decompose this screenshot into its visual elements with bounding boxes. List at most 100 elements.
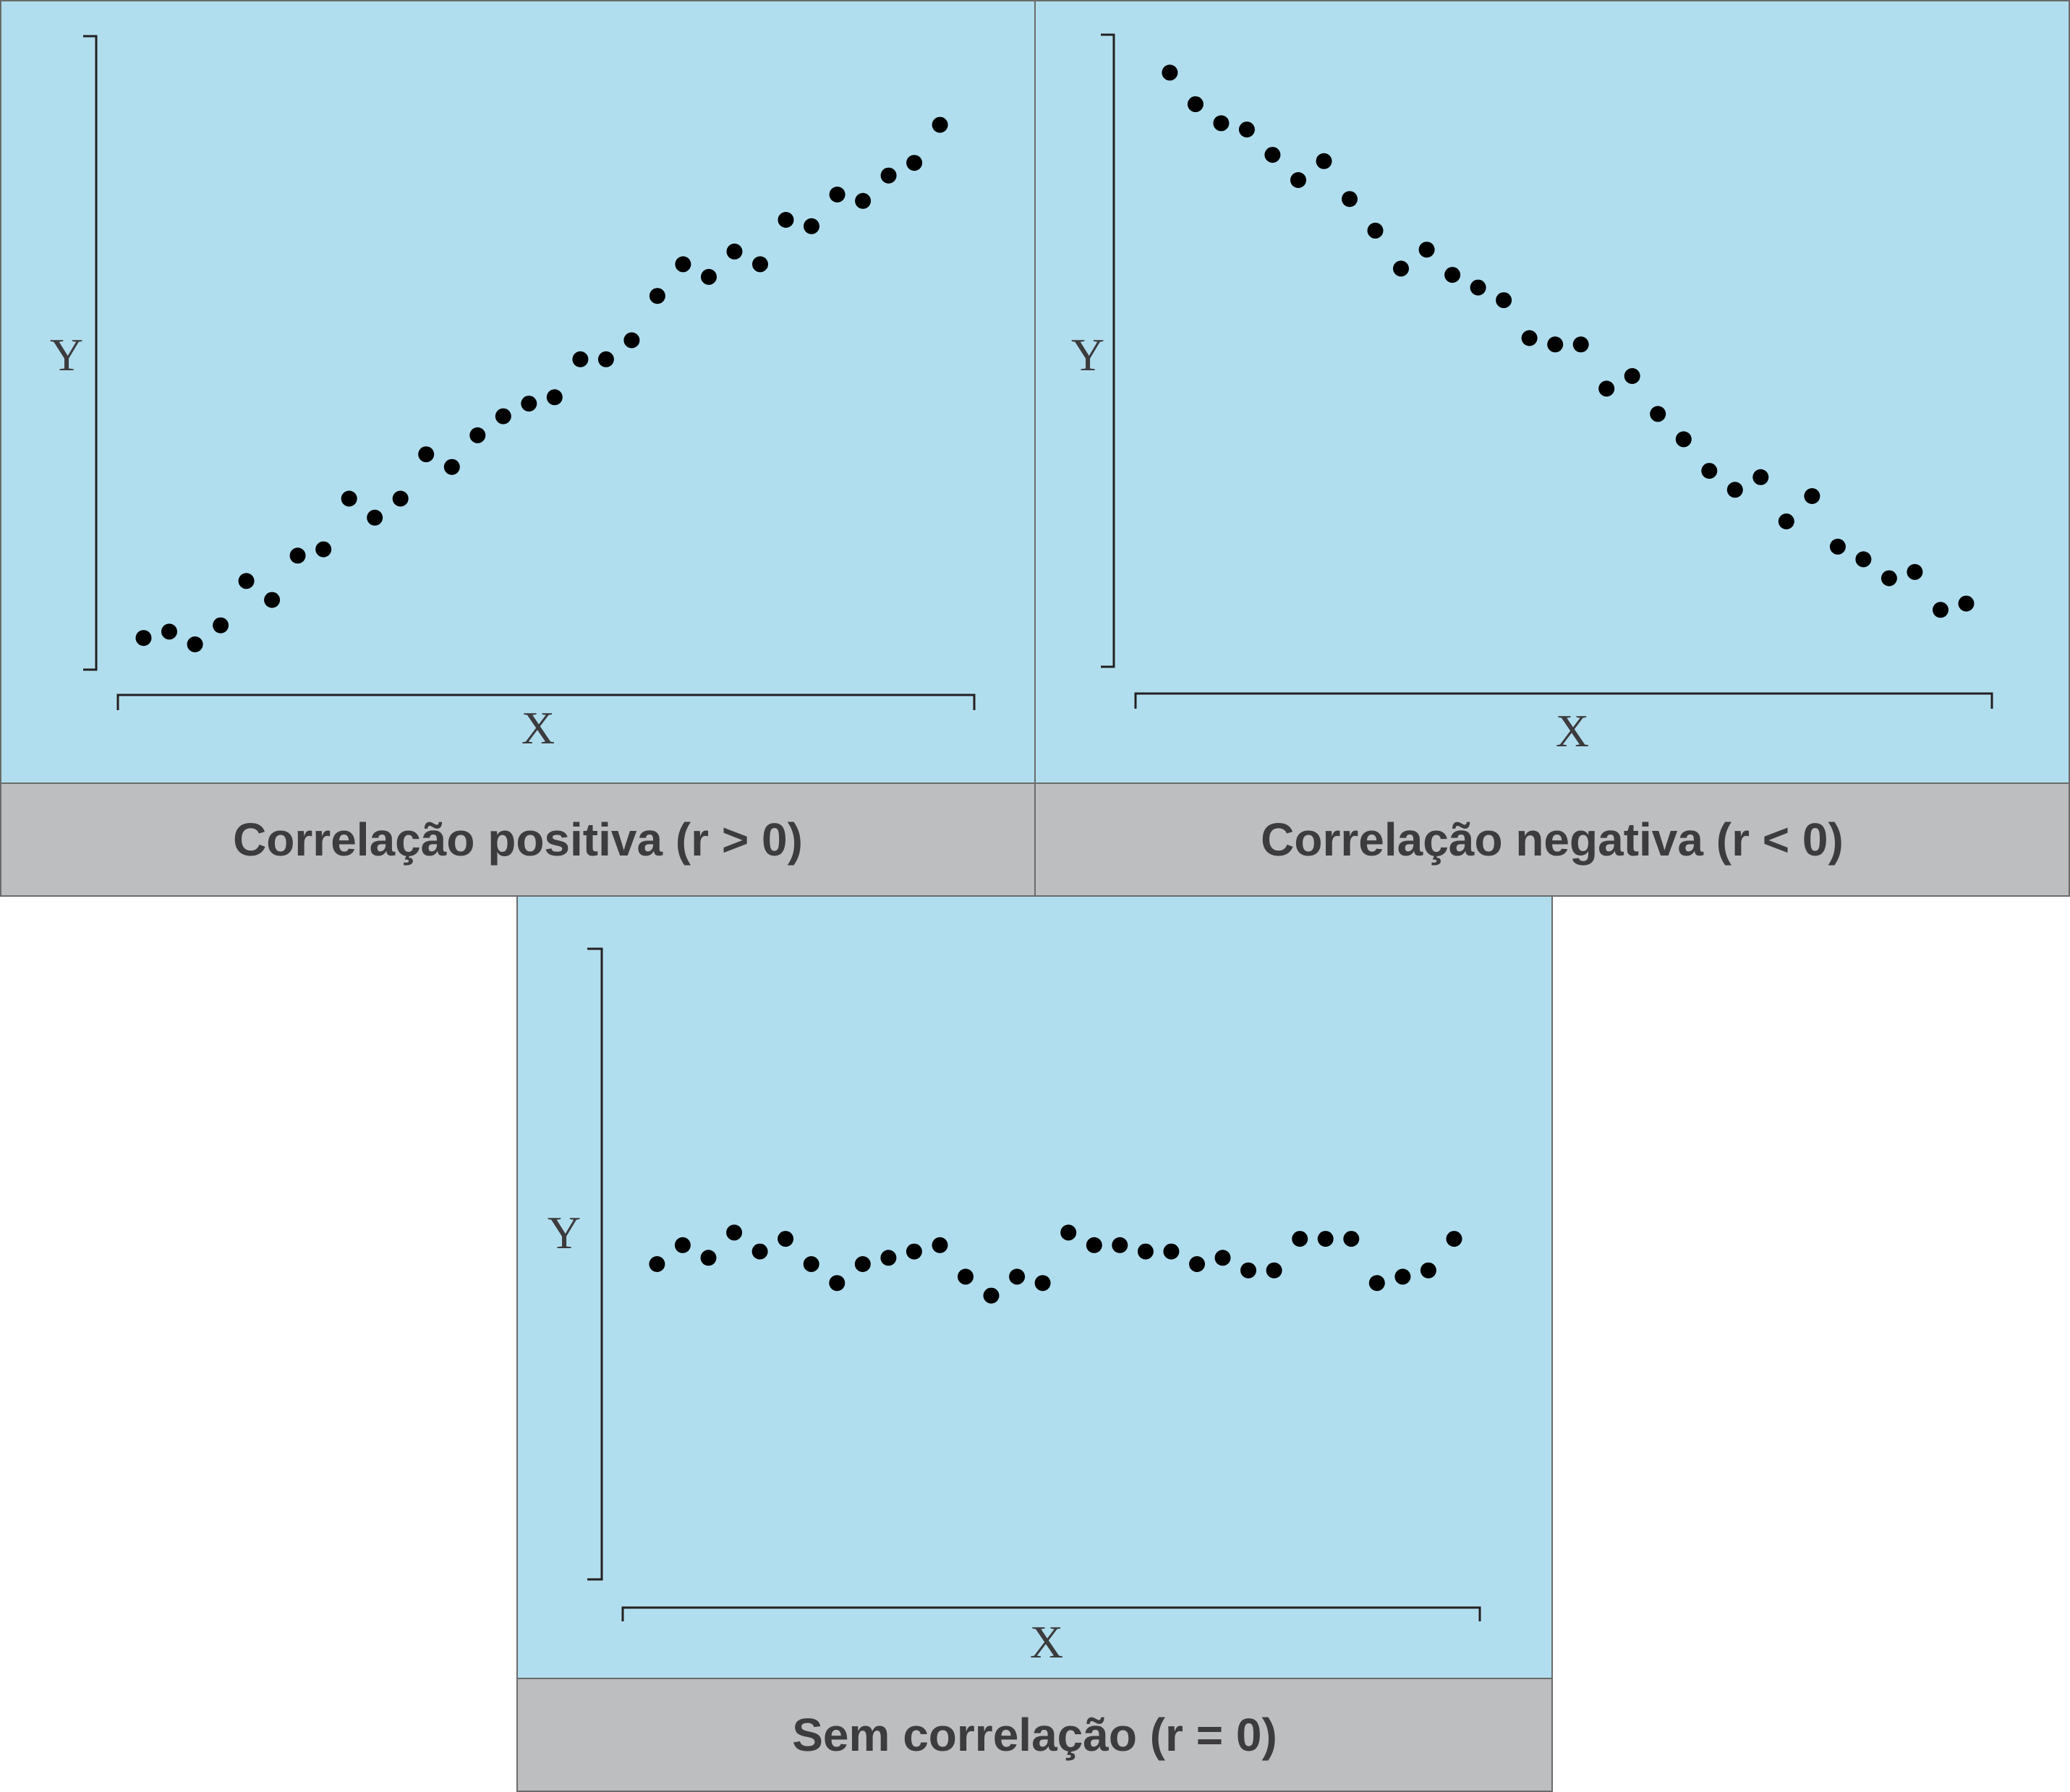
scatter-point [1316, 153, 1332, 169]
plot-area-none: Y X [516, 895, 1553, 1681]
scatter-point [289, 547, 306, 564]
y-axis-bracket [83, 35, 98, 671]
scatter-point [495, 408, 511, 424]
scatter-point [1213, 115, 1230, 132]
scatter-point [1470, 279, 1486, 296]
scatter-point [623, 332, 640, 349]
scatter-point [1266, 1262, 1282, 1279]
scatter-point [1446, 1231, 1462, 1247]
x-axis-label: X [1030, 1616, 1063, 1668]
point-group [1162, 64, 1975, 618]
scatter-point [1598, 380, 1615, 397]
chart-caption-negative: Correlação negativa (r < 0) [1034, 782, 2070, 897]
scatter-point [1572, 336, 1589, 353]
scatter-point [829, 1275, 846, 1292]
scatter-point [674, 1237, 691, 1253]
scatter-point [1137, 1243, 1154, 1260]
scatter-point [932, 116, 948, 133]
scatter-point [1034, 1275, 1051, 1292]
scatter-point [880, 1250, 897, 1266]
scatter-point [803, 1256, 819, 1272]
scatter-point [1214, 1250, 1231, 1266]
plot-area-negative: Y X [1034, 0, 2070, 784]
x-axis-label: X [521, 702, 555, 754]
scatter-point [1343, 1231, 1360, 1247]
scatter-point [161, 623, 177, 640]
scatter-point [855, 192, 872, 209]
scatter-point [649, 1256, 665, 1272]
chart-panel-positive: Y X Correlação positiva (r > 0) [0, 0, 1036, 897]
scatter-point [778, 212, 794, 228]
scatter-point [906, 1243, 922, 1260]
x-axis-bracket [621, 1606, 1481, 1621]
scatter-point [752, 256, 768, 273]
scatter-point [1187, 96, 1204, 113]
scatter-point [1009, 1268, 1026, 1285]
scatter-point [1933, 602, 1948, 618]
scatter-point [958, 1268, 974, 1285]
scatter-point [418, 446, 435, 463]
chart-panel-negative: Y X Correlação negativa (r < 0) [1034, 0, 2070, 897]
scatter-point [1420, 1262, 1436, 1279]
scatter-point [1238, 121, 1255, 138]
scatter-point [700, 1250, 717, 1266]
scatter-plot-none: Y X [548, 947, 1481, 1668]
scatter-point [1496, 292, 1512, 309]
scatter-point [1367, 222, 1384, 239]
scatter-point [675, 256, 691, 273]
scatter-point [521, 396, 537, 412]
scatter-point [1701, 463, 1718, 479]
scatter-point [187, 636, 203, 652]
scatter-point [1624, 368, 1640, 384]
scatter-point [983, 1287, 1000, 1304]
scatter-point [315, 541, 332, 558]
chart-caption-positive: Correlação positiva (r > 0) [0, 782, 1036, 897]
scatter-point [1112, 1237, 1128, 1253]
plot-area-positive: Y X [0, 0, 1036, 784]
y-axis-label: Y [548, 1207, 581, 1258]
scatter-point [1189, 1256, 1205, 1272]
chart-caption-none: Sem correlação (r = 0) [516, 1678, 1553, 1792]
scatter-point [392, 490, 409, 507]
scatter-point [726, 243, 743, 260]
y-axis-label: Y [50, 329, 83, 380]
scatter-point [1162, 64, 1178, 81]
scatter-point [1163, 1243, 1180, 1260]
point-group [135, 116, 948, 652]
scatter-point [1393, 260, 1409, 277]
scatter-point [1907, 563, 1923, 580]
scatter-point [1829, 538, 1846, 555]
scatter-plot-positive: Y X [50, 35, 976, 754]
scatter-point [1752, 469, 1769, 485]
scatter-point [469, 427, 486, 443]
point-group [649, 1224, 1462, 1304]
scatter-point [1086, 1237, 1102, 1253]
scatter-point [1881, 570, 1897, 586]
scatter-point [1444, 267, 1461, 283]
scatter-point [597, 351, 614, 367]
scatter-point [1342, 191, 1358, 208]
scatter-point [778, 1231, 794, 1247]
scatter-point [751, 1243, 768, 1260]
scatter-point [1547, 336, 1564, 353]
scatter-point [880, 167, 897, 184]
scatter-point [1240, 1262, 1256, 1279]
scatter-point [1264, 147, 1281, 163]
scatter-point [238, 573, 255, 589]
chart-panel-none: Y X Sem correlação (r = 0) [516, 895, 1553, 1792]
scatter-point [1418, 242, 1435, 258]
scatter-point [1317, 1231, 1334, 1247]
scatter-point [804, 218, 819, 234]
scatter-point [264, 592, 281, 608]
scatter-point [1290, 172, 1306, 188]
scatter-point [932, 1237, 948, 1253]
scatter-plot-negative: Y X [1071, 33, 1993, 756]
scatter-point [1368, 1275, 1385, 1292]
scatter-point [135, 630, 152, 647]
scatter-point [701, 268, 717, 285]
y-axis-bracket [587, 947, 603, 1581]
scatter-point [1650, 406, 1666, 422]
scatter-point [1394, 1268, 1411, 1285]
scatter-point [854, 1256, 871, 1272]
scatter-point [1060, 1224, 1077, 1241]
